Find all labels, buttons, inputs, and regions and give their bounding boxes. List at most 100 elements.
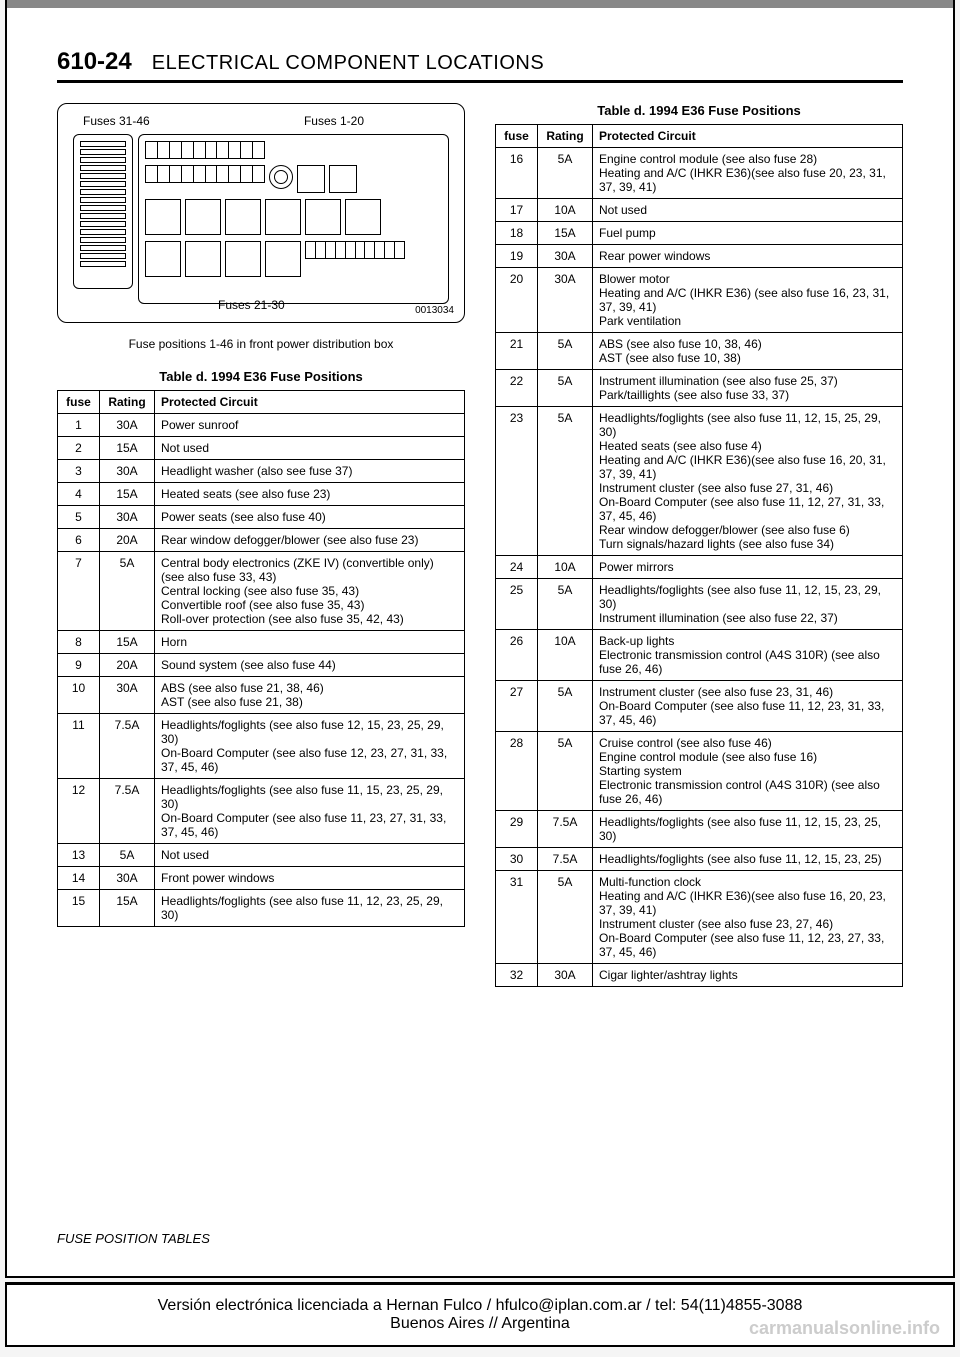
cell-fuse: 12 [58,779,100,844]
fuse-table-left: fuse Rating Protected Circuit 130APower … [57,390,465,927]
col-circuit: Protected Circuit [593,125,903,148]
table-row: 297.5AHeadlights/foglights (see also fus… [496,811,903,848]
cell-rating: 5A [538,871,593,964]
table-row: 165AEngine control module (see also fuse… [496,148,903,199]
diagram-label-fuses-21-30: Fuses 21-30 [218,298,285,312]
cell-rating: 30A [100,460,155,483]
cell-circuit: Power sunroof [155,414,465,437]
cell-rating: 5A [538,407,593,556]
col-fuse: fuse [496,125,538,148]
table-row: 275AInstrument cluster (see also fuse 23… [496,681,903,732]
cell-circuit: ABS (see also fuse 21, 38, 46) AST (see … [155,677,465,714]
table-row: 920ASound system (see also fuse 44) [58,654,465,677]
cell-fuse: 9 [58,654,100,677]
cell-fuse: 32 [496,964,538,987]
cell-fuse: 31 [496,871,538,964]
cell-circuit: Horn [155,631,465,654]
cell-fuse: 8 [58,631,100,654]
table-row: 1930ARear power windows [496,245,903,268]
page-header: 610-24 ELECTRICAL COMPONENT LOCATIONS [57,48,903,83]
cell-fuse: 23 [496,407,538,556]
page: 610-24 ELECTRICAL COMPONENT LOCATIONS Fu… [5,8,955,1278]
cell-circuit: Instrument illumination (see also fuse 2… [593,370,903,407]
cell-fuse: 27 [496,681,538,732]
cell-fuse: 2 [58,437,100,460]
cell-rating: 15A [100,890,155,927]
cell-rating: 30A [100,867,155,890]
table-row: 255AHeadlights/foglights (see also fuse … [496,579,903,630]
cell-circuit: Rear window defogger/blower (see also fu… [155,529,465,552]
page-title: ELECTRICAL COMPONENT LOCATIONS [152,52,544,75]
cell-rating: 15A [100,437,155,460]
cell-fuse: 15 [58,890,100,927]
table-row: 415AHeated seats (see also fuse 23) [58,483,465,506]
table-row: 225AInstrument illumination (see also fu… [496,370,903,407]
cell-fuse: 4 [58,483,100,506]
table-row: 620ARear window defogger/blower (see als… [58,529,465,552]
cell-circuit: Cigar lighter/ashtray lights [593,964,903,987]
col-rating: Rating [100,391,155,414]
table-row: 330AHeadlight washer (also see fuse 37) [58,460,465,483]
diagram-left-block [73,134,133,289]
cell-circuit: Power seats (see also fuse 40) [155,506,465,529]
table-row: 3230ACigar lighter/ashtray lights [496,964,903,987]
table-row: 117.5AHeadlights/foglights (see also fus… [58,714,465,779]
cell-rating: 5A [538,333,593,370]
fuse-table-right: fuse Rating Protected Circuit 165AEngine… [495,124,903,987]
table-row: 2030ABlower motor Heating and A/C (IHKR … [496,268,903,333]
table-row: 530APower seats (see also fuse 40) [58,506,465,529]
cell-circuit: Headlights/foglights (see also fuse 12, … [155,714,465,779]
diagram-label-fuses-1-20: Fuses 1-20 [304,114,364,128]
footer-section-label: FUSE POSITION TABLES [57,1231,210,1246]
left-column: Fuses 31-46 Fuses 1-20 [57,103,465,987]
cell-rating: 15A [100,483,155,506]
col-circuit: Protected Circuit [155,391,465,414]
cell-circuit: Not used [155,844,465,867]
table-row: 235AHeadlights/foglights (see also fuse … [496,407,903,556]
cell-fuse: 17 [496,199,538,222]
table-row: 1430AFront power windows [58,867,465,890]
cell-fuse: 1 [58,414,100,437]
cell-rating: 10A [538,199,593,222]
cell-rating: 10A [538,556,593,579]
cell-fuse: 16 [496,148,538,199]
cell-rating: 30A [538,245,593,268]
cell-circuit: Headlights/foglights (see also fuse 11, … [593,848,903,871]
cell-rating: 30A [100,414,155,437]
cell-rating: 20A [100,654,155,677]
diagram-caption: Fuse positions 1-46 in front power distr… [57,337,465,351]
cell-rating: 7.5A [538,811,593,848]
cell-rating: 15A [100,631,155,654]
table-title-right: Table d. 1994 E36 Fuse Positions [495,103,903,118]
cell-circuit: Headlights/foglights (see also fuse 11, … [155,890,465,927]
col-fuse: fuse [58,391,100,414]
table-row: 815AHorn [58,631,465,654]
table-row: 75ACentral body electronics (ZKE IV) (co… [58,552,465,631]
cell-fuse: 11 [58,714,100,779]
cell-rating: 20A [100,529,155,552]
cell-fuse: 29 [496,811,538,848]
table-row: 1710ANot used [496,199,903,222]
table-row: 315AMulti-function clock Heating and A/C… [496,871,903,964]
cell-fuse: 22 [496,370,538,407]
page-number: 610-24 [57,48,132,76]
cell-fuse: 20 [496,268,538,333]
table-row: 1515AHeadlights/foglights (see also fuse… [58,890,465,927]
cell-circuit: Central body electronics (ZKE IV) (conve… [155,552,465,631]
cell-circuit: Multi-function clock Heating and A/C (IH… [593,871,903,964]
table-row: 215ANot used [58,437,465,460]
table-row: 135ANot used [58,844,465,867]
right-column: Table d. 1994 E36 Fuse Positions fuse Ra… [495,103,903,987]
cell-circuit: Heated seats (see also fuse 23) [155,483,465,506]
cell-circuit: Blower motor Heating and A/C (IHKR E36) … [593,268,903,333]
table-title-left: Table d. 1994 E36 Fuse Positions [57,369,465,384]
cell-circuit: Headlights/foglights (see also fuse 11, … [593,579,903,630]
cell-circuit: Engine control module (see also fuse 28)… [593,148,903,199]
cell-fuse: 25 [496,579,538,630]
cell-rating: 15A [538,222,593,245]
cell-circuit: Not used [155,437,465,460]
cell-rating: 7.5A [100,714,155,779]
fuse-box-diagram: Fuses 31-46 Fuses 1-20 [57,103,465,323]
cell-circuit: Front power windows [155,867,465,890]
table-row: 307.5AHeadlights/foglights (see also fus… [496,848,903,871]
